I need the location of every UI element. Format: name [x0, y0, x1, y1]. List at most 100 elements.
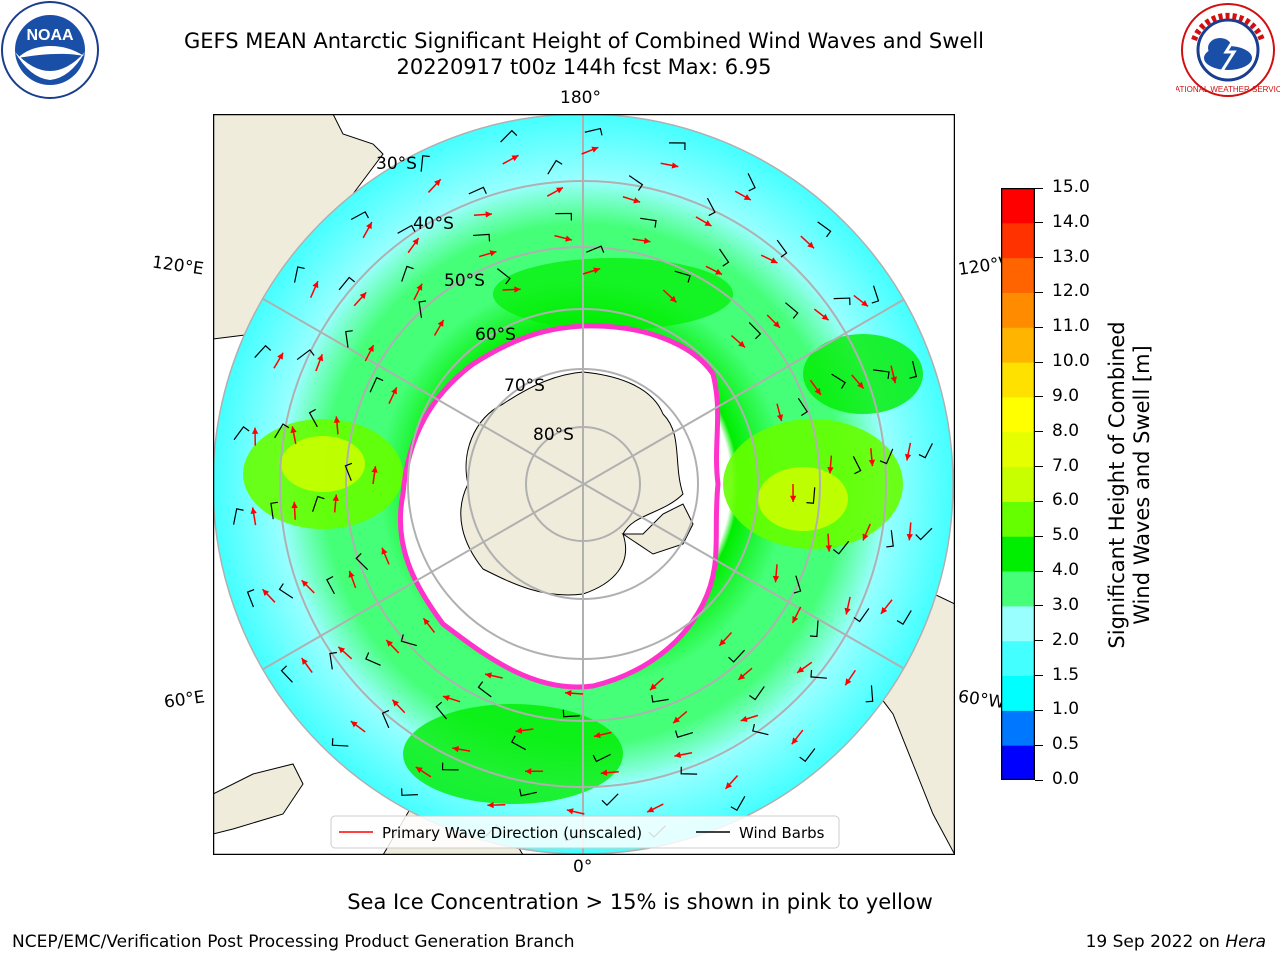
- wave-direction-arrowhead: [442, 695, 450, 702]
- lon-label-120E: 120°E: [150, 252, 205, 280]
- colorbar-tick-label: 7.0: [1052, 455, 1080, 476]
- wind-barb: [651, 694, 669, 703]
- nws-logo-text: NATIONAL WEATHER SERVICE: [1176, 85, 1280, 94]
- wind-barb: [326, 575, 335, 595]
- noaa-logo-icon: NOAA: [1, 1, 99, 99]
- colorbar-tick-label: 11.0: [1052, 316, 1090, 337]
- colorbar-tick-mark: [1035, 640, 1043, 642]
- wave-direction-arrowhead: [593, 267, 601, 274]
- wave-direction-arrowhead: [312, 281, 319, 289]
- wind-barb: [401, 265, 414, 282]
- wind-barb: [873, 369, 890, 379]
- wind-barb: [344, 462, 353, 481]
- wave-direction-arrowhead: [565, 689, 572, 697]
- wave-direction-arrowhead: [773, 321, 780, 328]
- colorbar-tick-mark: [1035, 570, 1043, 572]
- wind-barb: [728, 649, 745, 663]
- wave-direction-arrowhead: [825, 545, 832, 552]
- map-legend: Primary Wave Direction (unscaled) Wind B…: [330, 815, 840, 849]
- colorbar-cell: [1001, 536, 1035, 572]
- wind-barb: [586, 245, 605, 253]
- wind-barb: [350, 211, 370, 221]
- colorbar-tick-mark: [1035, 709, 1043, 711]
- wind-barb: [674, 270, 691, 283]
- wave-direction-arrowhead: [814, 387, 821, 395]
- wave-direction-arrowhead: [738, 340, 746, 348]
- colorbar-tick-mark: [1035, 326, 1043, 328]
- wave-direction-vectors: [232, 127, 933, 842]
- lon-label-60E: 60°E: [162, 687, 207, 713]
- wind-barb: [270, 501, 278, 520]
- wind-barb: [776, 239, 788, 258]
- colorbar-tick-label: 9.0: [1052, 385, 1080, 406]
- wind-barb: [519, 788, 537, 797]
- wind-barb: [500, 129, 518, 143]
- wind-barb: [628, 175, 644, 191]
- wave-direction-arrowhead: [807, 241, 815, 249]
- colorbar-tick-label: 13.0: [1052, 246, 1090, 267]
- wave-direction-arrowhead: [511, 155, 519, 162]
- wave-direction-arrowhead: [890, 376, 897, 384]
- wind-barb: [280, 665, 293, 683]
- wave-direction-arrowhead: [262, 589, 270, 596]
- wave-direction-arrowhead: [647, 806, 655, 813]
- wind-barb: [752, 724, 769, 736]
- wind-barb: [435, 701, 447, 720]
- wave-direction-arrowhead: [674, 751, 682, 759]
- wind-barb: [799, 748, 816, 763]
- wave-direction-arrowhead: [600, 769, 608, 776]
- colorbar-cell: [1001, 362, 1035, 398]
- wave-direction-arrowhead: [797, 666, 805, 673]
- colorbar-cell: [1001, 571, 1035, 607]
- colorbar-cell: [1001, 501, 1035, 537]
- wave-direction-arrowhead: [673, 716, 680, 724]
- wave-direction-arrowhead: [332, 494, 339, 502]
- footer-date-text: 19 Sep 2022 on: [1085, 932, 1220, 952]
- wave-direction-arrowhead: [857, 381, 864, 389]
- legend-wave-label: Primary Wave Direction (unscaled): [382, 824, 642, 842]
- colorbar-cell: [1001, 188, 1035, 224]
- wind-barb: [886, 530, 894, 548]
- wave-direction-arrowhead: [772, 575, 780, 583]
- colorbar-tick-mark: [1035, 779, 1043, 781]
- colorbar-cell: [1001, 327, 1035, 363]
- colorbar-tick-label: 10.0: [1052, 351, 1090, 372]
- lat-label-80S: 80°S: [533, 425, 574, 445]
- wave-direction-arrowhead: [704, 220, 712, 226]
- wave-direction-arrowhead: [350, 721, 358, 728]
- wave-direction-arrowhead: [338, 646, 346, 654]
- wave-direction-arrowhead: [719, 639, 726, 646]
- wind-barb: [918, 443, 933, 459]
- wave-direction-arrowhead: [412, 238, 419, 245]
- wind-barb: [338, 276, 356, 291]
- wave-direction-arrowhead: [566, 808, 574, 815]
- wind-barb: [233, 426, 250, 441]
- wind-barb: [748, 322, 762, 340]
- wind-barb: [584, 127, 603, 136]
- nws-logo-icon: NATIONAL WEATHER SERVICE: [1176, 3, 1280, 97]
- wave-direction-arrowhead: [386, 640, 393, 647]
- wave-direction-arrowhead: [301, 657, 308, 665]
- wave-direction-arrowhead: [317, 354, 324, 362]
- colorbar-tick-mark: [1035, 500, 1043, 502]
- wave-direction-arrowhead: [291, 501, 298, 509]
- colorbar-cell: [1001, 640, 1035, 677]
- wave-direction-arrowhead: [525, 768, 532, 775]
- colorbar-tick-label: 14.0: [1052, 211, 1090, 232]
- chart-title: GEFS MEAN Antarctic Significant Height o…: [183, 29, 985, 53]
- colorbar-tick-label: 0.0: [1052, 769, 1080, 789]
- lat-label-70S: 70°S: [504, 376, 545, 396]
- wind-barb: [871, 285, 880, 304]
- wind-barb: [496, 268, 511, 285]
- wind-barb: [293, 266, 305, 283]
- colorbar-tick-mark: [1035, 396, 1043, 398]
- colorbar-cell: [1001, 675, 1035, 711]
- wind-barb: [400, 634, 417, 647]
- colorbar-cell: [1001, 396, 1035, 433]
- wind-barb: [810, 669, 827, 679]
- lon-label-180: 180°: [560, 88, 601, 108]
- wave-direction-arrowhead: [844, 607, 851, 615]
- wave-direction-arrowhead: [250, 507, 257, 515]
- wind-barb: [232, 508, 244, 525]
- wave-direction-arrowhead: [743, 194, 751, 200]
